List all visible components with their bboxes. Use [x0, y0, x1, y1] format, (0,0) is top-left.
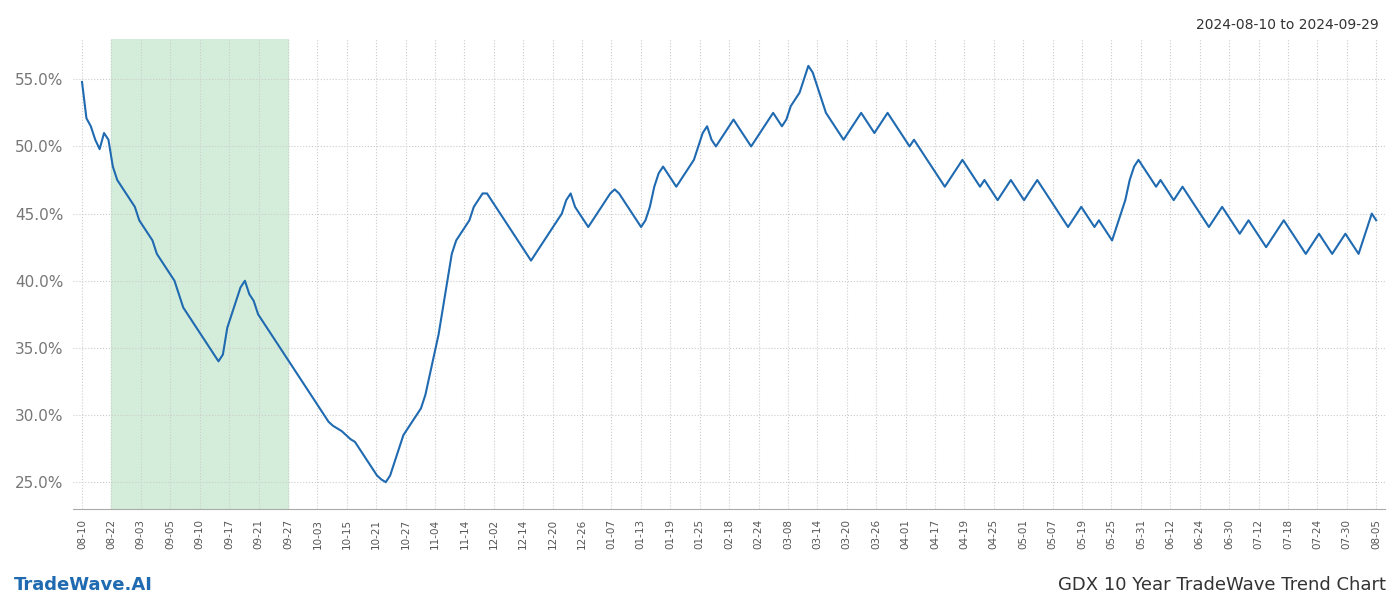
Bar: [112, 39, 288, 509]
Text: TradeWave.AI: TradeWave.AI: [14, 576, 153, 594]
Text: GDX 10 Year TradeWave Trend Chart: GDX 10 Year TradeWave Trend Chart: [1058, 576, 1386, 594]
Text: 2024-08-10 to 2024-09-29: 2024-08-10 to 2024-09-29: [1196, 18, 1379, 32]
